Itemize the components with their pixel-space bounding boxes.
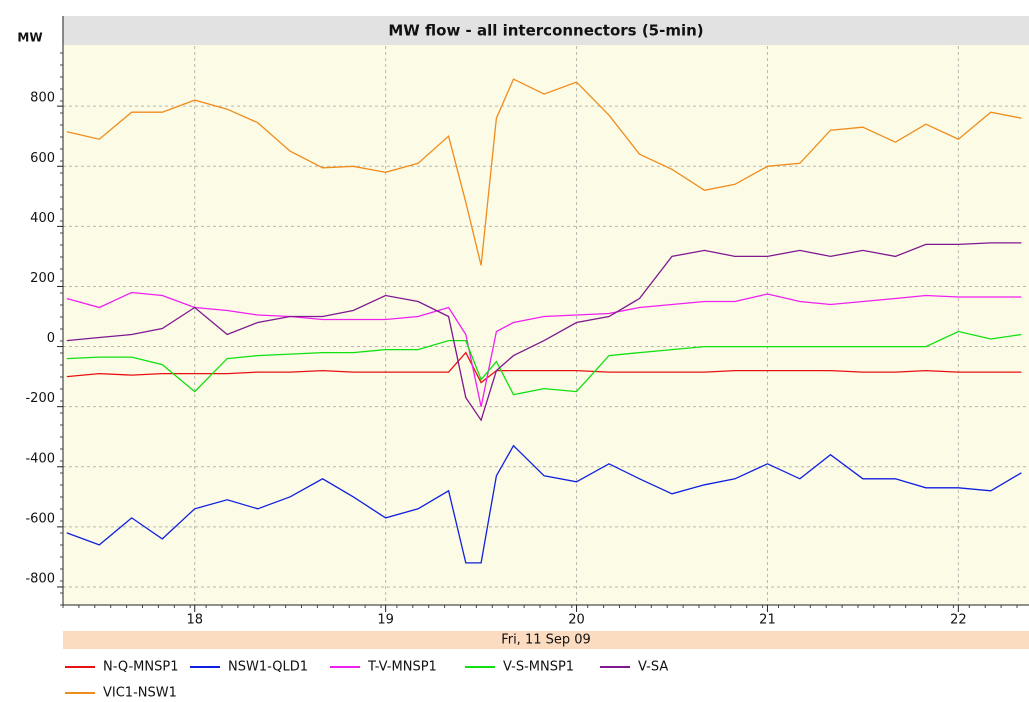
date-band (63, 631, 1029, 649)
y-tick-label: 600 (30, 151, 55, 166)
series-line (66, 351, 1022, 384)
x-tick-label: 20 (568, 613, 585, 628)
y-axis-label: MW (17, 31, 42, 45)
y-tick-label: 400 (30, 211, 55, 226)
legend-label: NSW1-QLD1 (228, 660, 308, 675)
legend-label: VIC1-NSW1 (103, 686, 177, 701)
series-line (66, 444, 1022, 564)
series-line (66, 242, 1022, 422)
x-axis-label: Fri, 11 Sep 09 (501, 633, 591, 648)
y-tick-label: 800 (30, 91, 55, 106)
legend-label: V-S-MNSP1 (503, 660, 574, 675)
y-tick-label: -800 (25, 571, 55, 586)
title-bar (63, 16, 1029, 45)
y-tick-label: -600 (25, 511, 55, 526)
chart-title: MW flow - all interconnectors (5-min) (388, 22, 703, 40)
series-line (66, 78, 1022, 266)
legend: N-Q-MNSP1 NSW1-QLD1 T-V-MNSP1 V-S-MNSP1 V-SA… (65, 660, 668, 701)
y-tick-label: -200 (25, 391, 55, 406)
series-line (66, 291, 1022, 407)
legend-label: N-Q-MNSP1 (103, 660, 178, 675)
legend-label: T-V-MNSP1 (367, 660, 437, 675)
y-tick-label: 0 (47, 331, 55, 346)
lines (66, 78, 1022, 564)
x-tick-label: 22 (950, 613, 967, 628)
legend-label: V-SA (638, 660, 668, 675)
x-tick-label: 21 (759, 613, 776, 628)
x-tick-label: 19 (377, 613, 394, 628)
y-tick-label: -400 (25, 451, 55, 466)
x-tick-label: 18 (186, 613, 203, 628)
y-tick-label: 200 (30, 271, 55, 286)
series-line (66, 330, 1022, 396)
